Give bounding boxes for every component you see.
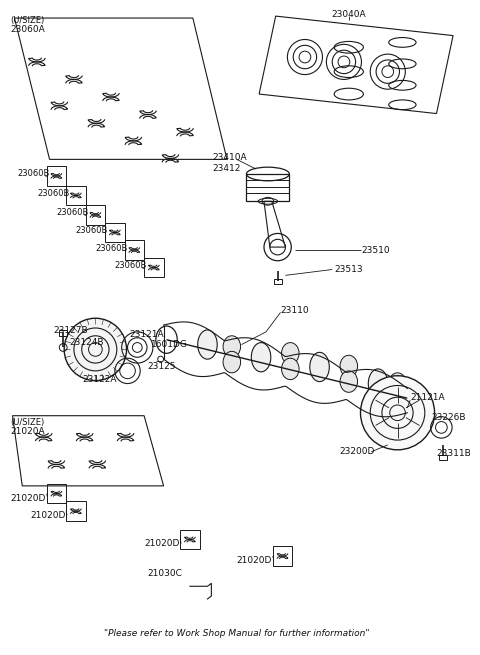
Text: 23124B: 23124B (69, 338, 104, 346)
Bar (66, 502, 85, 521)
Text: 23040A: 23040A (332, 10, 366, 19)
Text: 23060B: 23060B (37, 189, 69, 198)
Ellipse shape (310, 352, 329, 382)
Text: 23513: 23513 (334, 265, 363, 274)
Text: 21020D: 21020D (30, 511, 65, 520)
Text: 23060B: 23060B (96, 244, 128, 253)
Bar (273, 546, 292, 566)
Text: 23200D: 23200D (339, 447, 374, 456)
Bar (66, 185, 85, 205)
Ellipse shape (198, 330, 217, 359)
Text: 23060B: 23060B (115, 261, 147, 270)
Text: 23311B: 23311B (436, 449, 471, 458)
Ellipse shape (252, 343, 271, 372)
Text: 23060A: 23060A (11, 25, 45, 34)
Ellipse shape (340, 355, 358, 377)
Bar (47, 484, 66, 504)
Text: 23410A: 23410A (212, 153, 247, 162)
Text: (U/SIZE): (U/SIZE) (11, 16, 45, 25)
Circle shape (360, 376, 434, 450)
Text: 21121A: 21121A (410, 393, 445, 402)
Text: 21020D: 21020D (237, 556, 272, 565)
Text: 23412: 23412 (212, 164, 240, 173)
Ellipse shape (340, 371, 358, 392)
Text: 23060B: 23060B (76, 226, 108, 235)
Bar (144, 258, 164, 277)
Bar (439, 455, 447, 460)
Text: (U/SIZE): (U/SIZE) (11, 418, 45, 426)
Ellipse shape (368, 369, 388, 398)
Text: 23125: 23125 (147, 362, 176, 371)
Ellipse shape (389, 373, 406, 394)
Ellipse shape (389, 388, 406, 410)
Ellipse shape (223, 336, 240, 357)
Bar (60, 330, 67, 336)
Bar (105, 223, 125, 242)
Bar (274, 279, 282, 284)
Ellipse shape (282, 343, 299, 364)
Text: 23226B: 23226B (432, 413, 466, 422)
Bar (246, 174, 289, 201)
Text: 23127B: 23127B (53, 326, 88, 335)
Text: 21030C: 21030C (147, 569, 182, 578)
Text: 21020D: 21020D (11, 494, 46, 502)
Circle shape (64, 318, 127, 381)
Text: 23121A: 23121A (130, 330, 164, 339)
Bar (180, 530, 200, 550)
Text: 1601DG: 1601DG (151, 340, 188, 348)
Bar (125, 240, 144, 260)
Text: 23510: 23510 (361, 246, 390, 255)
Bar (85, 205, 105, 225)
Text: 23060B: 23060B (56, 208, 89, 217)
Text: 23122A: 23122A (83, 375, 117, 384)
Text: "Please refer to Work Shop Manual for further information": "Please refer to Work Shop Manual for fu… (104, 629, 370, 638)
Bar (47, 166, 66, 185)
Text: 21020A: 21020A (11, 428, 45, 436)
Ellipse shape (223, 351, 240, 373)
Text: 23060B: 23060B (17, 170, 50, 179)
Text: 23110: 23110 (281, 306, 309, 314)
Text: 21020D: 21020D (144, 540, 180, 548)
Ellipse shape (282, 358, 299, 380)
